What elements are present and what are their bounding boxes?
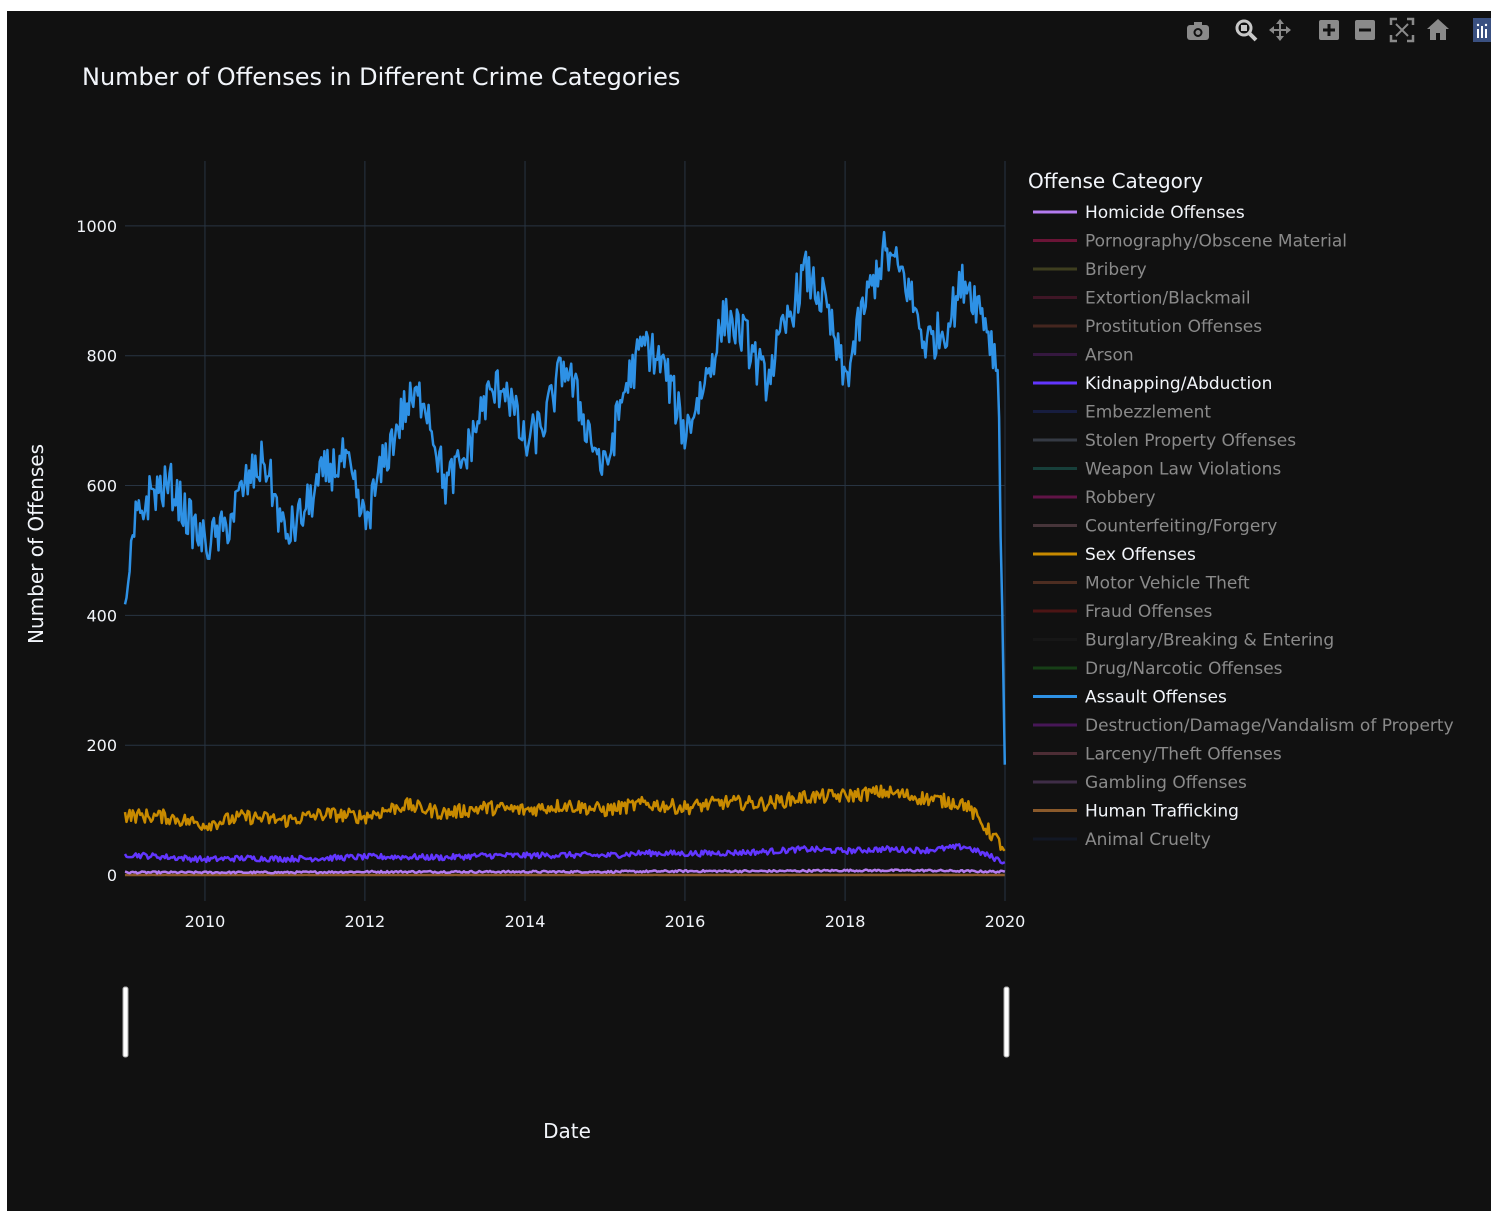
legend-label: Kidnapping/Abduction [1085, 374, 1272, 394]
y-axis-ticks: 0 200 400 600 800 1000 [76, 217, 117, 885]
legend-item-human-trafficking[interactable]: Human Trafficking [1033, 802, 1239, 822]
legend-title: Offense Category [1028, 169, 1203, 193]
legend: Offense Category Homicide Offenses Pornog… [1028, 169, 1454, 850]
pan-icon[interactable] [1269, 19, 1291, 41]
legend-item-prostitution-offenses[interactable]: Prostitution Offenses [1033, 317, 1262, 337]
series-line-sex-offenses[interactable] [123, 784, 1006, 852]
series-layer [123, 230, 1007, 877]
modebar [1187, 17, 1491, 43]
y-tick-label: 600 [86, 477, 117, 496]
series-line-kidnapping-abduction[interactable] [123, 843, 1006, 865]
plotly-logo-icon[interactable] [1473, 18, 1491, 42]
legend-label: Destruction/Damage/Vandalism of Property [1085, 716, 1454, 736]
legend-label: Larceny/Theft Offenses [1085, 745, 1282, 765]
legend-label: Pornography/Obscene Material [1085, 232, 1347, 252]
legend-item-weapon-law-violations[interactable]: Weapon Law Violations [1033, 460, 1281, 480]
legend-item-larceny-theft-offenses[interactable]: Larceny/Theft Offenses [1033, 745, 1282, 765]
y-tick-label: 200 [86, 736, 117, 755]
x-tick-label: 2020 [985, 912, 1026, 931]
legend-label: Sex Offenses [1085, 545, 1196, 565]
legend-item-bribery[interactable]: Bribery [1033, 260, 1147, 280]
legend-label: Burglary/Breaking & Entering [1085, 631, 1334, 651]
legend-label: Gambling Offenses [1085, 773, 1247, 793]
y-tick-label: 800 [86, 347, 117, 366]
legend-item-counterfeiting-forgery[interactable]: Counterfeiting/Forgery [1033, 517, 1277, 537]
x-tick-label: 2012 [345, 912, 386, 931]
reset-axes-icon[interactable] [1427, 19, 1449, 40]
legend-label: Drug/Narcotic Offenses [1085, 659, 1283, 679]
legend-label: Assault Offenses [1085, 688, 1227, 708]
legend-item-sex-offenses[interactable]: Sex Offenses [1033, 545, 1196, 565]
legend-item-homicide-offenses[interactable]: Homicide Offenses [1033, 203, 1245, 223]
y-axis-title: Number of Offenses [24, 444, 48, 644]
legend-label: Weapon Law Violations [1085, 460, 1281, 480]
legend-item-stolen-property-offenses[interactable]: Stolen Property Offenses [1033, 431, 1296, 451]
legend-label: Extortion/Blackmail [1085, 289, 1251, 309]
legend-label: Stolen Property Offenses [1085, 431, 1296, 451]
y-tick-label: 1000 [76, 217, 117, 236]
x-tick-label: 2018 [825, 912, 866, 931]
legend-label: Homicide Offenses [1085, 203, 1245, 223]
range-slider-left-handle[interactable] [122, 986, 129, 1058]
legend-item-assault-offenses[interactable]: Assault Offenses [1033, 688, 1227, 708]
x-tick-label: 2010 [185, 912, 226, 931]
zoom-in-icon[interactable] [1319, 20, 1339, 40]
legend-item-arson[interactable]: Arson [1033, 346, 1134, 366]
y-tick-label: 0 [107, 866, 117, 885]
x-axis-title: Date [543, 1119, 591, 1143]
x-tick-label: 2014 [505, 912, 546, 931]
legend-item-extortion-blackmail[interactable]: Extortion/Blackmail [1033, 289, 1251, 309]
legend-label: Animal Cruelty [1085, 830, 1211, 850]
range-slider-right-handle[interactable] [1003, 986, 1010, 1058]
legend-item-gambling-offenses[interactable]: Gambling Offenses [1033, 773, 1247, 793]
legend-label: Counterfeiting/Forgery [1085, 517, 1277, 537]
legend-item-destruction-damage-vandalism-of-property[interactable]: Destruction/Damage/Vandalism of Property [1033, 716, 1454, 736]
autoscale-icon[interactable] [1389, 17, 1415, 43]
zoom-icon[interactable] [1235, 19, 1258, 42]
legend-item-pornography-obscene-material[interactable]: Pornography/Obscene Material [1033, 232, 1347, 252]
legend-item-drug-narcotic-offenses[interactable]: Drug/Narcotic Offenses [1033, 659, 1283, 679]
legend-label: Human Trafficking [1085, 802, 1239, 822]
legend-item-animal-cruelty[interactable]: Animal Cruelty [1033, 830, 1211, 850]
series-line-assault-offenses[interactable] [123, 230, 1007, 765]
legend-item-fraud-offenses[interactable]: Fraud Offenses [1033, 602, 1213, 622]
legend-label: Embezzlement [1085, 403, 1211, 423]
chart-svg: Number of Offenses in Different Crime Ca… [24, 17, 1491, 1143]
chart-frame: Number of Offenses in Different Crime Ca… [7, 11, 1491, 1211]
legend-item-robbery[interactable]: Robbery [1033, 488, 1156, 508]
series-line-homicide-offenses[interactable] [124, 868, 1006, 875]
legend-item-kidnapping-abduction[interactable]: Kidnapping/Abduction [1033, 374, 1272, 394]
legend-label: Prostitution Offenses [1085, 317, 1262, 337]
legend-label: Fraud Offenses [1085, 602, 1213, 622]
chart-title: Number of Offenses in Different Crime Ca… [82, 63, 680, 91]
y-tick-label: 400 [86, 606, 117, 625]
legend-label: Robbery [1085, 488, 1156, 508]
camera-icon[interactable] [1187, 22, 1209, 40]
zoom-out-icon[interactable] [1355, 20, 1375, 40]
legend-label: Motor Vehicle Theft [1085, 574, 1250, 594]
x-axis-ticks: 2010 2012 2014 2016 2018 2020 [185, 912, 1026, 931]
legend-label: Bribery [1085, 260, 1147, 280]
legend-label: Arson [1085, 346, 1134, 366]
range-slider[interactable] [122, 986, 1010, 1058]
x-tick-label: 2016 [665, 912, 706, 931]
legend-item-embezzlement[interactable]: Embezzlement [1033, 403, 1211, 423]
legend-items: Homicide Offenses Pornography/Obscene Mat… [1033, 203, 1454, 850]
legend-item-burglary-breaking-entering[interactable]: Burglary/Breaking & Entering [1033, 631, 1334, 651]
legend-item-motor-vehicle-theft[interactable]: Motor Vehicle Theft [1033, 574, 1250, 594]
